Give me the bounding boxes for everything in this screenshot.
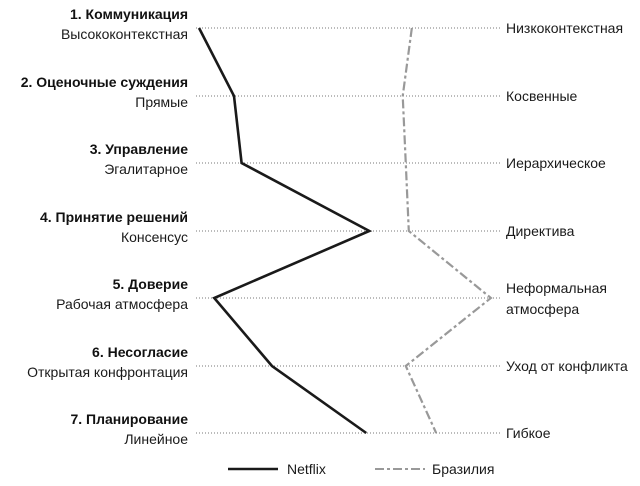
category-left-label: Консенсус bbox=[121, 229, 188, 245]
category-title: 5. Доверие bbox=[113, 276, 189, 292]
category-right-label: атмосфера bbox=[506, 301, 579, 317]
category-title: 1. Коммуникация bbox=[70, 6, 188, 22]
category-right-label: Неформальная bbox=[506, 280, 607, 296]
category-left-label: Высококонтекстная bbox=[61, 26, 188, 42]
category-left-label: Прямые bbox=[135, 94, 188, 110]
legend-label: Netflix bbox=[287, 461, 326, 477]
category-title: 4. Принятие решений bbox=[40, 209, 188, 225]
category-right-label: Директива bbox=[506, 223, 575, 239]
category-left-label: Рабочая атмосфера bbox=[56, 296, 188, 312]
category-right-label: Косвенные bbox=[506, 88, 578, 104]
category-title: 7. Планирование bbox=[70, 411, 188, 427]
category-left-label: Эгалитарное bbox=[104, 161, 188, 177]
category-title: 2. Оценочные суждения bbox=[21, 74, 188, 90]
category-title: 6. Несогласие bbox=[92, 344, 188, 360]
category-right-label: Гибкое bbox=[506, 425, 551, 441]
legend-label: Бразилия bbox=[432, 461, 494, 477]
category-left-label: Открытая конфронтация bbox=[27, 364, 188, 380]
category-right-label: Уход от конфликта bbox=[506, 358, 628, 374]
category-right-label: Низкоконтекстная bbox=[506, 20, 623, 36]
category-right-label: Иерархическое bbox=[506, 155, 606, 171]
category-title: 3. Управление bbox=[90, 141, 189, 157]
category-left-label: Линейное bbox=[124, 431, 188, 447]
